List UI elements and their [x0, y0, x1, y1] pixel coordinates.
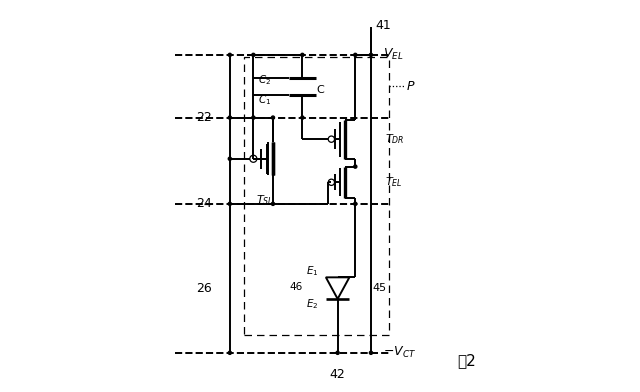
Circle shape	[271, 202, 275, 205]
Text: 42: 42	[330, 368, 346, 381]
Circle shape	[228, 351, 232, 354]
Circle shape	[252, 53, 255, 56]
Text: P: P	[406, 80, 413, 93]
Text: $V_{EL}$: $V_{EL}$	[383, 47, 403, 62]
Circle shape	[369, 351, 372, 354]
Text: 24: 24	[196, 197, 212, 211]
Circle shape	[354, 53, 357, 56]
Circle shape	[336, 351, 339, 354]
Text: 45: 45	[373, 283, 387, 293]
Text: C: C	[316, 85, 324, 95]
Circle shape	[301, 116, 304, 119]
Text: $E_2$: $E_2$	[307, 297, 319, 311]
Circle shape	[252, 116, 255, 119]
Text: $T_{EL}$: $T_{EL}$	[385, 175, 403, 189]
Text: 22: 22	[196, 111, 212, 124]
Circle shape	[228, 202, 232, 205]
Text: $C_1$: $C_1$	[258, 93, 271, 107]
Circle shape	[228, 157, 232, 160]
Text: $C_2$: $C_2$	[258, 73, 271, 87]
Text: $T_{DR}$: $T_{DR}$	[385, 132, 404, 146]
Text: 46: 46	[289, 282, 302, 292]
Circle shape	[354, 202, 357, 205]
Text: 図2: 図2	[458, 354, 476, 368]
Text: 26: 26	[196, 281, 212, 295]
Circle shape	[369, 53, 372, 56]
Circle shape	[228, 53, 232, 56]
Text: 41: 41	[375, 19, 390, 32]
Circle shape	[354, 165, 357, 168]
Circle shape	[228, 116, 232, 119]
Text: $-V_{CT}$: $-V_{CT}$	[383, 345, 416, 360]
Text: $T_{SL}$: $T_{SL}$	[257, 193, 274, 207]
Circle shape	[271, 116, 275, 119]
Text: $E_1$: $E_1$	[307, 264, 319, 278]
Circle shape	[301, 53, 304, 56]
